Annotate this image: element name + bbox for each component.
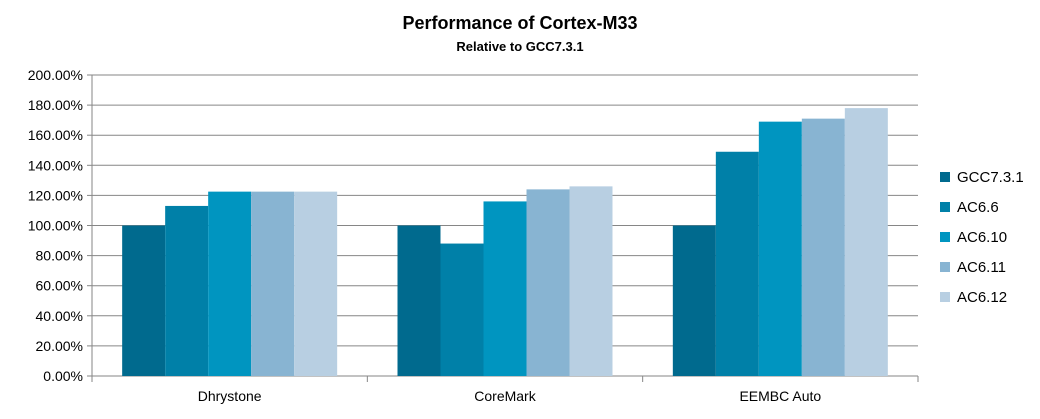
legend-swatch [940,232,950,242]
y-tick-label: 60.00% [36,278,83,294]
bar-gcc7-3-1-coremark [397,225,441,376]
bar-ac6-12-dhrystone [294,191,338,376]
y-tick-label: 200.00% [28,67,83,83]
bar-ac6-11-coremark [526,189,570,376]
chart-subtitle: Relative to GCC7.3.1 [456,39,583,54]
legend-swatch [940,172,950,182]
y-tick-label: 80.00% [36,248,83,264]
x-tick-label: CoreMark [474,388,536,404]
bar-ac6-10-coremark [483,201,527,376]
plot-area: 0.00% 20.00% 40.00% 60.00% 80.00% 100.00% 120.… [28,67,919,404]
bar-ac6-12-coremark [569,186,613,376]
bar-ac6-6-eembc-auto [715,151,759,376]
legend-label: GCC7.3.1 [957,169,1024,186]
bar-ac6-11-dhrystone [251,191,295,376]
y-tick-label: 160.00% [28,127,83,143]
x-tick-label: Dhrystone [198,388,262,404]
legend-label: AC6.6 [957,199,999,216]
y-tick-label: 100.00% [28,218,83,234]
y-tick-label: 0.00% [43,368,83,384]
bar-ac6-11-eembc-auto [801,118,845,377]
y-tick-label: 40.00% [36,308,83,324]
legend-label: AC6.12 [957,289,1007,306]
bar-ac6-6-coremark [440,243,484,376]
legend: GCC7.3.1 AC6.6 AC6.10 AC6.11 AC6.12 [940,169,1024,306]
y-tick-label: 120.00% [28,187,83,203]
legend-swatch [940,292,950,302]
bar-ac6-6-dhrystone [165,205,209,376]
y-tick-label: 20.00% [36,338,83,354]
chart-title: Performance of Cortex-M33 [402,13,637,33]
y-tick-label: 140.00% [28,157,83,173]
bar-ac6-10-dhrystone [208,191,252,376]
legend-swatch [940,262,950,272]
legend-label: AC6.10 [957,229,1007,246]
bar-ac6-10-eembc-auto [758,121,802,376]
bar-gcc7-3-1-dhrystone [122,225,166,376]
legend-label: AC6.11 [957,259,1006,276]
bar-ac6-12-eembc-auto [844,108,888,377]
x-tick-label: EEMBC Auto [739,388,821,404]
y-tick-label: 180.00% [28,97,83,113]
legend-swatch [940,202,950,212]
bar-gcc7-3-1-eembc-auto [672,225,716,376]
